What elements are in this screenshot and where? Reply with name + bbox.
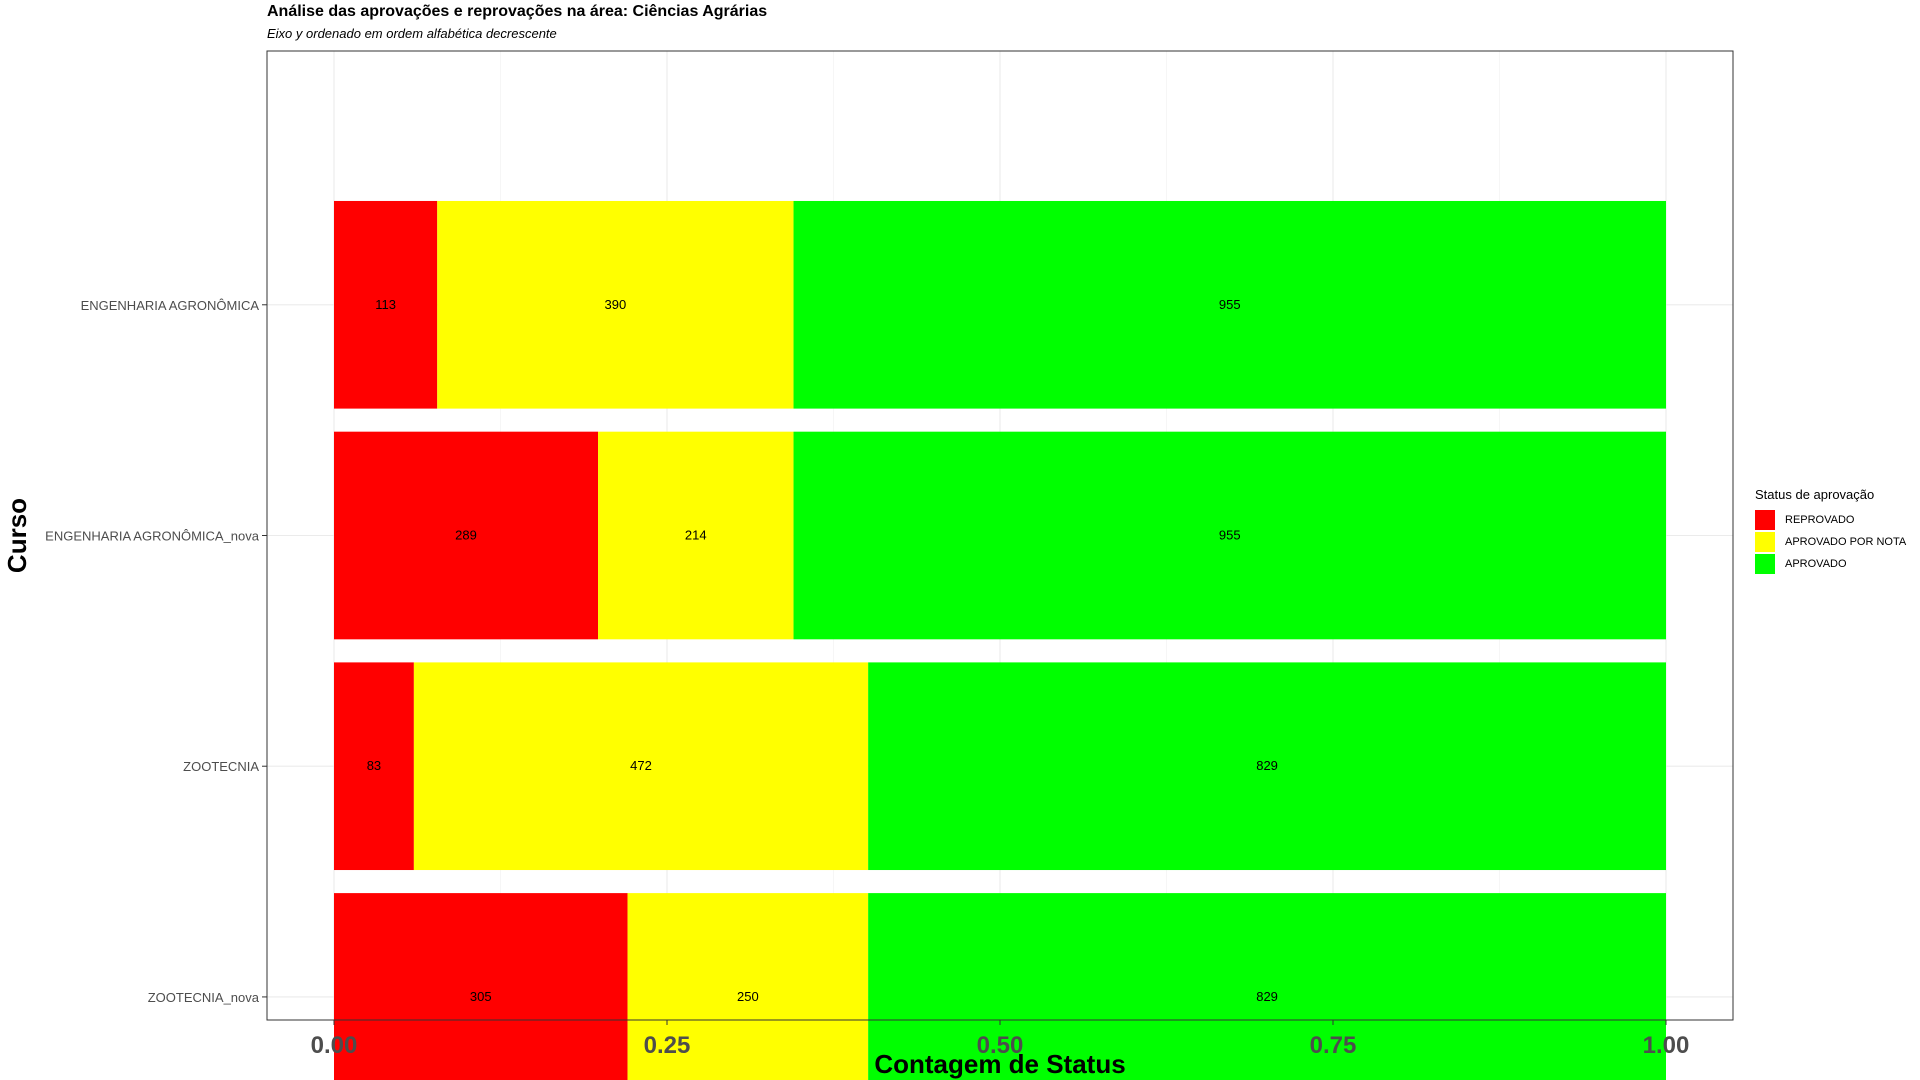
legend-item: APROVADO [1755, 553, 1906, 575]
bar-reprovado [334, 893, 628, 1080]
legend-swatch [1755, 554, 1775, 574]
legend-item: REPROVADO [1755, 509, 1906, 531]
data-labels: 113 390 955 289 214 955 83 472 829 305 250 829 [367, 297, 1278, 1004]
data-label: 955 [1219, 297, 1241, 312]
bar-aprovado-por-nota [627, 893, 869, 1080]
data-label: 250 [737, 989, 759, 1004]
bar-reprovado [334, 200, 438, 409]
bar-reprovado [334, 431, 599, 640]
bar-reprovado [334, 662, 414, 871]
x-tick-label: 0.00 [311, 1032, 358, 1059]
x-tick-label: 0.75 [1310, 1032, 1357, 1059]
y-tick-label: ZOOTECNIA [183, 759, 259, 774]
bar-aprovado [793, 200, 1666, 409]
bar-aprovado-por-nota [598, 431, 794, 640]
chart-subtitle: Eixo y ordenado em ordem alfabética decr… [267, 26, 557, 41]
data-label: 113 [375, 297, 396, 312]
data-label: 390 [605, 297, 627, 312]
bar-aprovado [868, 662, 1666, 871]
bar-aprovado-por-nota [437, 200, 794, 409]
chart-title: Análise das aprovações e reprovações na … [267, 3, 768, 20]
y-tick-label: ZOOTECNIA_nova [148, 990, 260, 1005]
y-tick-label: ENGENHARIA AGRONÔMICA_nova [45, 529, 260, 544]
bar-aprovado [868, 893, 1666, 1080]
data-label: 305 [470, 989, 492, 1004]
data-label: 83 [367, 758, 381, 773]
data-label: 829 [1256, 989, 1278, 1004]
y-axis-title: Curso [2, 498, 32, 573]
x-tick-label: 1.00 [1643, 1032, 1690, 1059]
x-axis-title: Contagem de Status [874, 1049, 1125, 1079]
bars [334, 200, 1666, 1080]
data-label: 955 [1219, 528, 1241, 543]
legend-title: Status de aprovação [1755, 487, 1875, 502]
legend-label: REPROVADO [1785, 514, 1855, 526]
legend-swatch [1755, 510, 1775, 530]
legend-swatch [1755, 532, 1775, 552]
legend-label: APROVADO [1785, 558, 1847, 570]
bar-aprovado [793, 431, 1666, 640]
y-tick-label: ENGENHARIA AGRONÔMICA [81, 298, 260, 313]
x-tick-label: 0.25 [644, 1032, 691, 1059]
legend: Status de aprovação REPROVADO APROVADO PO… [1755, 487, 1906, 575]
legend-item: APROVADO POR NOTA [1755, 531, 1906, 553]
legend-label: APROVADO POR NOTA [1785, 536, 1907, 548]
data-label: 829 [1256, 758, 1278, 773]
data-label: 214 [685, 528, 707, 543]
data-label: 289 [455, 528, 477, 543]
bar-aprovado-por-nota [413, 662, 869, 871]
x-tick-label: 0.50 [977, 1032, 1024, 1059]
data-label: 472 [630, 758, 652, 773]
axes: 0.00 0.25 0.50 0.75 1.00 ENGENHARIA AGRONÔMIC… [2, 298, 1689, 1079]
